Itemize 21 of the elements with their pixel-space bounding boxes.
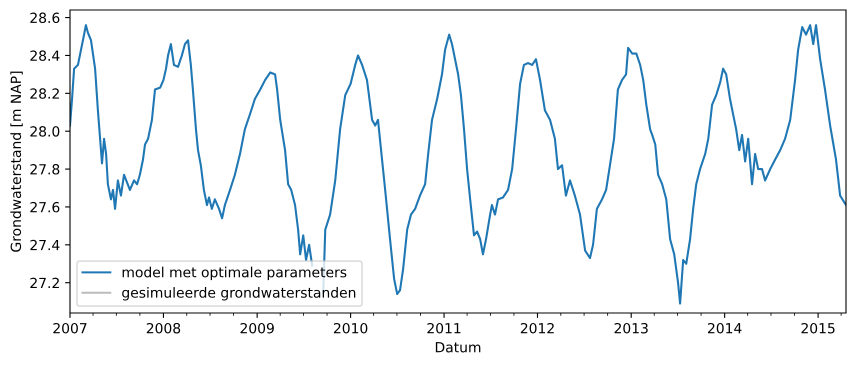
y-tick-label: 27.2: [30, 278, 59, 288]
x-tick-label: 2007: [53, 322, 86, 334]
x-tick-label: 2010: [334, 322, 368, 334]
x-axis-title: Datum: [436, 342, 480, 352]
y-tick-label: 28.4: [30, 50, 60, 61]
x-tick-label: 2013: [614, 322, 648, 334]
x-tick-label: 2015: [801, 322, 835, 334]
y-axis-title: Grondwaterstand [m NAP]: [10, 72, 23, 252]
y-tick-label: 27.6: [30, 202, 60, 212]
x-tick-label: 2012: [520, 322, 554, 334]
y-tick-label: 27.4: [30, 240, 60, 250]
y-tick-label: 28.0: [30, 126, 60, 137]
y-tick-label: 27.8: [30, 164, 60, 175]
x-tick-label: 2011: [427, 322, 460, 334]
x-tick-label: 2014: [708, 322, 742, 334]
legend-label: model met optimale parameters: [122, 266, 346, 280]
x-tick-label: 2008: [146, 322, 180, 334]
y-tick-label: 28.2: [30, 88, 59, 99]
x-tick-label: 2009: [240, 322, 274, 334]
legend-label: gesimuleerde grondwaterstanden: [122, 287, 356, 300]
y-tick-label: 28.6: [30, 12, 60, 24]
